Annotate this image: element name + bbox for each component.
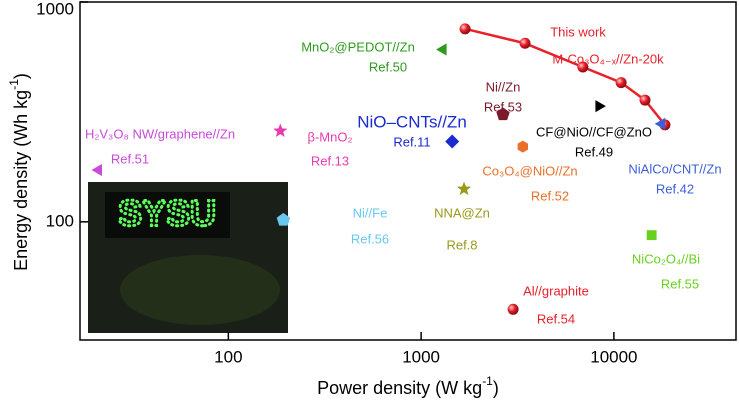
data-point [517,140,528,153]
y-axis-title-text: Energy density (Wh kg [11,90,31,271]
inset-photo: SYSU [88,182,288,333]
data-point [639,94,651,106]
series-name: H₂V₃O₈ NW/graphene//Zn [85,126,235,141]
plot-frame [79,1,737,341]
inset-glow [120,255,280,325]
series-ref: M-Co₃O₄₋ₓ//Zn-20k [552,51,664,66]
series-ref: Ref.42 [656,181,694,196]
data-point [273,123,288,137]
x-axis-title: Power density (W kg-1) [317,374,499,398]
x-axis-title-text: Power density (W kg [317,378,482,398]
series-ref: Ref.49 [575,144,613,159]
series-name: Al//graphite [523,283,589,298]
y-tick-label: 1000 [36,0,74,18]
series-name: This work [550,24,606,39]
inset-text: SYSU [118,193,216,234]
data-point [615,77,627,89]
x-tick-label: 10000 [590,347,637,366]
data-point [519,37,531,49]
series-name: NiO–CNTs//Zn [357,112,467,131]
series-ref: Ref.11 [393,134,430,149]
y-axis-title-sup: -1 [7,79,21,90]
series-name: β-MnO₂ [307,129,352,144]
series-ref: Ref.13 [311,153,349,168]
data-point [436,43,447,56]
series-ref: Ref.52 [531,188,569,203]
data-point [276,212,291,226]
inset-board [105,192,230,238]
data-point [445,134,460,149]
data-point [459,23,471,35]
data-point [507,303,519,315]
data-point [646,230,657,241]
x-tick-label: 1000 [402,347,440,366]
series-name: NiCo₂O₄//Bi [632,251,700,266]
series-ref: Ref.51 [111,151,149,166]
data-point [595,100,606,113]
series-name: MnO₂@PEDOT//Zn [301,39,415,54]
data-point [577,61,589,73]
series-ref: Ref.8 [446,237,477,252]
series-name: NiAlCo/CNT//Zn [628,161,721,176]
series-ref: Ref.55 [661,276,699,291]
series-name: CF@NiO//CF@ZnO [536,124,652,139]
x-axis-title-end: ) [493,378,499,398]
series-ref: Ref.54 [537,311,575,326]
series-ref: Ref.56 [351,231,389,246]
y-axis-title: Energy density (Wh kg-1) [7,73,31,271]
data-point [91,164,102,177]
data-point [496,107,510,121]
series-name: Ni//Fe [353,205,388,220]
data-point [456,181,472,196]
y-axis-title-end: ) [11,73,31,79]
x-tick-label: 100 [214,347,242,366]
series-name: NNA@Zn [434,205,490,220]
data-point [654,117,666,130]
x-axis-title-sup: -1 [482,374,493,388]
series-name: Ni//Zn [486,79,521,94]
series-ref: Ref.53 [484,99,522,114]
series-ref: Ref.50 [369,59,407,74]
series-name: Co₃O₄@NiO//Zn [482,163,577,178]
y-tick-label: 100 [46,211,74,230]
